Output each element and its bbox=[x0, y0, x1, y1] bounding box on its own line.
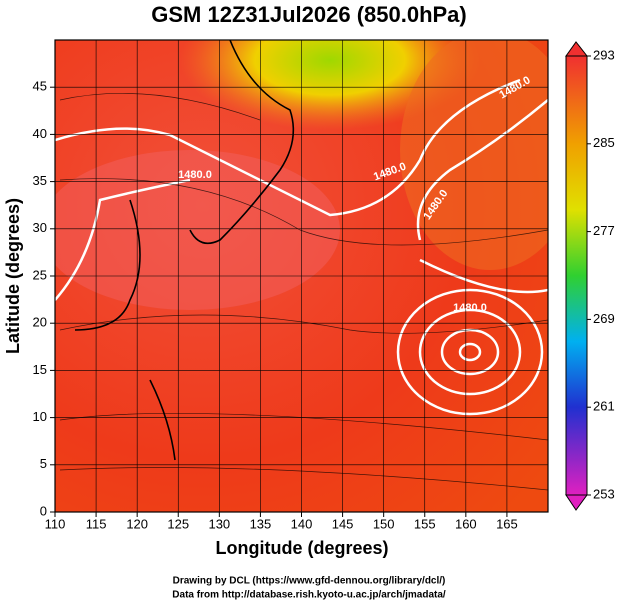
colorbar-tick-label: 293 bbox=[593, 47, 615, 62]
x-tick-label: 115 bbox=[86, 516, 107, 531]
y-tick-label: 20 bbox=[33, 315, 47, 330]
x-tick-label: 130 bbox=[208, 516, 230, 531]
field bbox=[55, 40, 548, 512]
colorbar-tick-label: 269 bbox=[593, 311, 615, 326]
x-tick-label: 140 bbox=[291, 516, 313, 531]
y-tick-label: 35 bbox=[33, 173, 47, 188]
colorbar-tick-label: 277 bbox=[593, 223, 615, 238]
credit: Drawing by DCL (https://www.gfd-dennou.o… bbox=[173, 576, 446, 587]
y-tick-label: 15 bbox=[33, 362, 47, 377]
x-tick-label: 155 bbox=[414, 516, 436, 531]
x-tick-label: 165 bbox=[496, 516, 518, 531]
y-tick-label: 25 bbox=[33, 267, 47, 282]
x-tick-label: 145 bbox=[332, 516, 354, 531]
x-tick-label: 110 bbox=[45, 516, 66, 531]
colorbar-tick-label: 253 bbox=[593, 486, 615, 501]
x-tick-label: 150 bbox=[373, 516, 395, 531]
x-tick-label: 135 bbox=[250, 516, 272, 531]
plot-frame bbox=[54, 39, 549, 513]
y-tick-label: 10 bbox=[33, 409, 47, 424]
y-tick-label: 45 bbox=[33, 79, 47, 94]
colorbar-bottom bbox=[565, 494, 588, 511]
y-axis-label: Latitude (degrees) bbox=[3, 198, 23, 354]
x-tick-label: 160 bbox=[455, 516, 477, 531]
x-tick-label: 125 bbox=[167, 516, 189, 531]
contour-label: 1480.0 bbox=[178, 169, 212, 181]
colorbar-tick-label: 285 bbox=[593, 135, 615, 150]
colorbar bbox=[565, 55, 588, 496]
y-tick-label: 0 bbox=[40, 503, 47, 518]
x-tick-label: 120 bbox=[126, 516, 148, 531]
y-tick-label: 30 bbox=[33, 220, 47, 235]
y-tick-label: 5 bbox=[40, 456, 47, 471]
credit: Data from http://database.rish.kyoto-u.a… bbox=[172, 590, 446, 601]
x-axis-label: Longitude (degrees) bbox=[215, 538, 388, 558]
colorbar-tick-label: 261 bbox=[593, 399, 615, 414]
title: GSM 12Z31Jul2026 (850.0hPa) bbox=[151, 2, 467, 27]
y-tick-label: 40 bbox=[33, 126, 47, 141]
contour-label: 1480.0 bbox=[453, 302, 487, 314]
colorbar-top bbox=[565, 41, 589, 57]
